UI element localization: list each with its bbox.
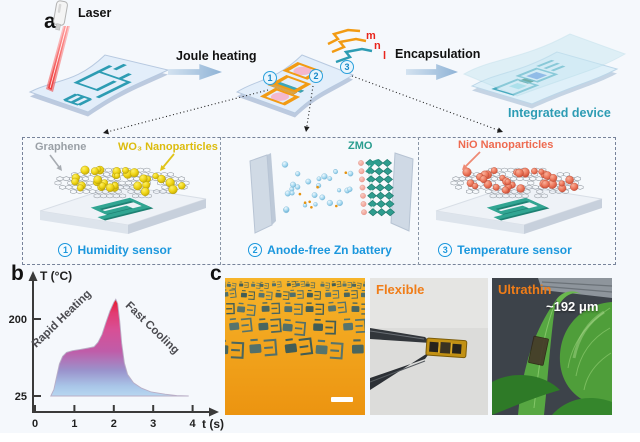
nio-label: NiO Nanoparticles (458, 139, 554, 151)
humidity-sensor-illustration (39, 153, 207, 234)
trace-l (335, 47, 373, 64)
laser-pen (53, 0, 68, 31)
laser-beam-core (49, 26, 67, 88)
wo3-label: WO₃ Nanoparticles (118, 141, 218, 153)
sensor-film-1 (270, 92, 290, 101)
svg-text:0: 0 (32, 418, 38, 430)
integrated-device-label: Integrated device (508, 106, 611, 120)
laser-label: Laser (78, 6, 112, 20)
graphene-label: Graphene (35, 141, 87, 153)
sensor-number-1: 1 (58, 243, 73, 257)
trace-m (327, 28, 361, 46)
ultrathin-photo (492, 278, 612, 415)
device-marker-2: 2 (309, 69, 323, 83)
tweezer-highlight-2 (370, 360, 426, 383)
encapsulation-arrow (406, 64, 458, 80)
trace-n (331, 37, 367, 54)
photo-highlight (370, 278, 488, 328)
ultrathin-device (528, 335, 549, 366)
panel-b-letter: b (11, 262, 24, 285)
thickness-measurement: ~192 μm (546, 299, 599, 314)
integrated-device (462, 33, 627, 109)
divider-2 (418, 137, 419, 265)
joule-heating-label: Joule heating (176, 49, 257, 63)
leaf-veins (567, 307, 612, 391)
trace-label-l: l (383, 50, 387, 62)
device-marker-1: 1 (263, 71, 277, 85)
bottom-leaf-left (492, 375, 560, 415)
laser-writing-device (28, 0, 170, 117)
flexible-label: Flexible (376, 282, 425, 297)
temperature-time-chart: 25 200 0 1 2 3 4 T (°C) t (s) (9, 269, 224, 431)
sensor-number-2: 2 (248, 243, 263, 257)
svg-text:3: 3 (150, 418, 156, 430)
sensor-number-3: 3 (438, 243, 453, 257)
zn-battery-illustration (249, 152, 414, 234)
ultrathin-label: Ultrathin (498, 282, 552, 297)
sensor-array-photo (225, 278, 365, 415)
panel-c-letter: c (210, 262, 222, 285)
temperature-sensor-illustration (435, 151, 603, 234)
device-marker-3: 3 (340, 60, 354, 74)
trace-label-m: m (366, 30, 376, 42)
trace-label-n: n (374, 40, 381, 52)
zmo-label: ZMO (348, 140, 373, 152)
zn-battery-caption: 2 Anode-free Zn battery (238, 243, 402, 257)
shelf-lines (539, 281, 612, 293)
humidity-sensor-caption: 1 Humidity sensor (25, 243, 205, 257)
encapsulation-label: Encapsulation (395, 47, 481, 61)
panel-a-letter: a (44, 10, 56, 33)
encapsulation-layer (462, 33, 627, 97)
svg-text:200: 200 (9, 314, 27, 326)
laser-written-circuit (62, 63, 132, 106)
tweezer-highlight (370, 330, 425, 340)
svg-text:T (°C): T (°C) (40, 269, 72, 283)
big-leaf (559, 302, 612, 407)
bottom-leaf-right (552, 398, 612, 415)
sensor-name-1: Humidity sensor (77, 243, 172, 257)
svg-text:t (s): t (s) (202, 417, 224, 431)
sensor-name-2: Anode-free Zn battery (267, 243, 392, 257)
leaf-highlight (572, 310, 605, 359)
flexible-device (425, 337, 468, 359)
sensor-name-3: Temperature sensor (457, 243, 572, 257)
svg-text:2: 2 (111, 418, 117, 430)
sensor-film-3 (293, 66, 312, 76)
divider-1 (220, 137, 221, 265)
leaf-tip-curl (556, 291, 581, 305)
flexible-photo (370, 278, 488, 415)
svg-text:1: 1 (71, 418, 77, 430)
svg-text:4: 4 (190, 418, 197, 430)
temperature-sensor-caption: 3 Temperature sensor (425, 243, 585, 257)
bottom-margin (0, 433, 640, 442)
svg-text:25: 25 (15, 391, 27, 403)
